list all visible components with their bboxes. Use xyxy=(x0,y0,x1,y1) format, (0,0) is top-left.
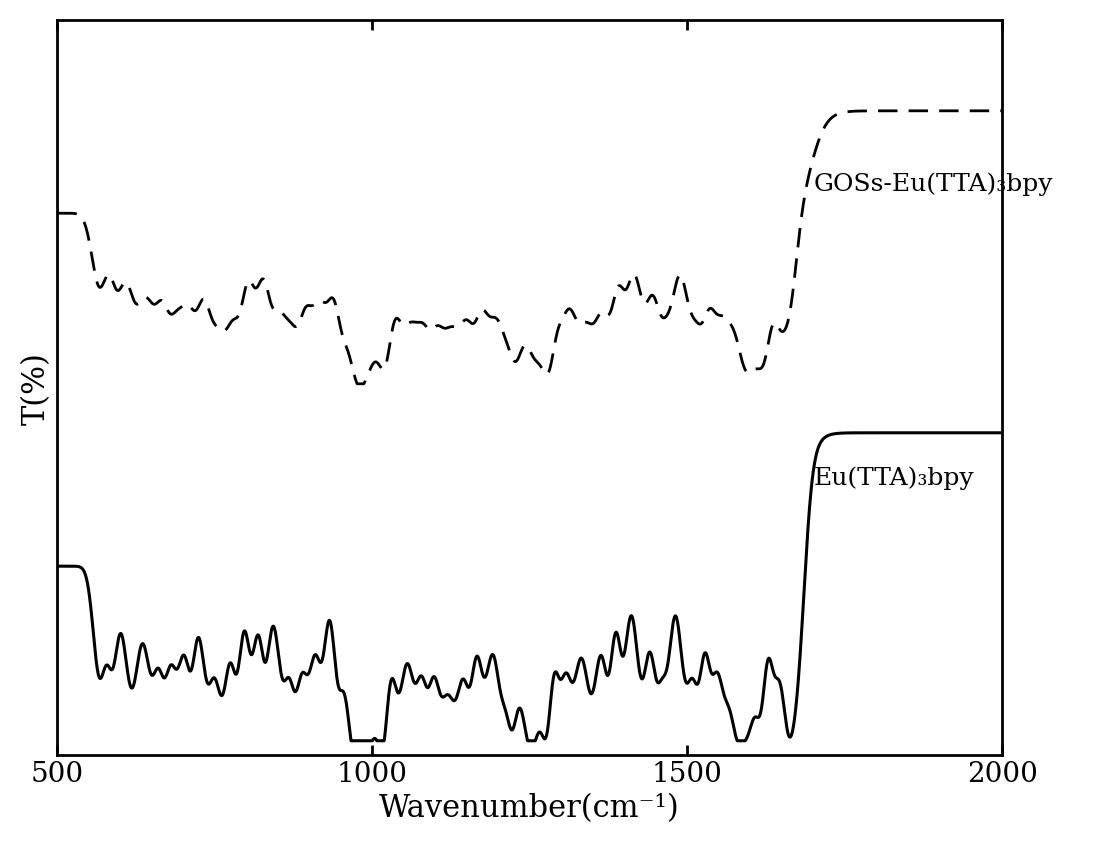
Text: Eu(TTA)₃bpy: Eu(TTA)₃bpy xyxy=(813,466,974,490)
Y-axis label: T(%): T(%) xyxy=(21,351,51,425)
X-axis label: Wavenumber(cm⁻¹): Wavenumber(cm⁻¹) xyxy=(379,793,680,823)
Text: GOSs-Eu(TTA)₃bpy: GOSs-Eu(TTA)₃bpy xyxy=(813,172,1053,196)
